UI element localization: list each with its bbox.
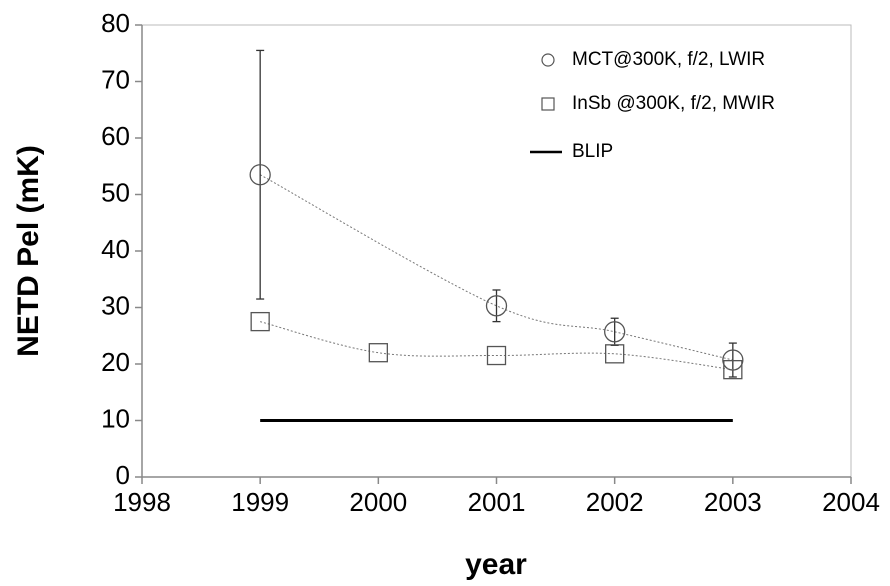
- point: [249, 164, 271, 186]
- trend-line: [260, 321, 733, 371]
- y-tick-label: 30: [101, 290, 130, 320]
- legend-marker: [541, 53, 555, 67]
- legend-label: MCT@300K, f/2, LWIR: [572, 49, 765, 70]
- y-tick-label: 20: [101, 347, 130, 377]
- x-tick-label: 2002: [586, 487, 644, 517]
- x-tick-label: 2003: [704, 487, 762, 517]
- error-bar: [256, 49, 265, 300]
- point: [604, 321, 626, 343]
- legend-label: InSb @300K, f/2, MWIR: [572, 93, 775, 114]
- x-tick-label: 2004: [822, 487, 880, 517]
- legend-marker: [541, 97, 555, 111]
- y-tick-label: 60: [101, 121, 130, 151]
- legend-label: BLIP: [572, 141, 613, 162]
- point: [722, 349, 744, 371]
- point: [486, 345, 507, 366]
- y-axis-label: NETD Pel (mK): [12, 145, 45, 357]
- y-tick-label: 40: [101, 234, 130, 264]
- error-bar: [492, 289, 501, 323]
- x-axis-label: year: [465, 548, 527, 581]
- y-tick-label: 80: [101, 8, 130, 38]
- point: [368, 343, 388, 363]
- x-tick-label: 2000: [349, 487, 407, 517]
- x-tick-label: 1998: [113, 487, 171, 517]
- y-tick-label: 50: [101, 177, 130, 207]
- x-tick-label: 1999: [231, 487, 289, 517]
- point: [723, 359, 743, 380]
- y-tick-label: 10: [101, 403, 130, 433]
- x-tick-label: 2001: [468, 487, 526, 517]
- point: [485, 295, 508, 317]
- y-tick-label: 0: [116, 460, 130, 490]
- point: [605, 344, 625, 364]
- point: [250, 311, 270, 332]
- y-tick-label: 70: [101, 64, 130, 94]
- trend-line: [259, 174, 733, 361]
